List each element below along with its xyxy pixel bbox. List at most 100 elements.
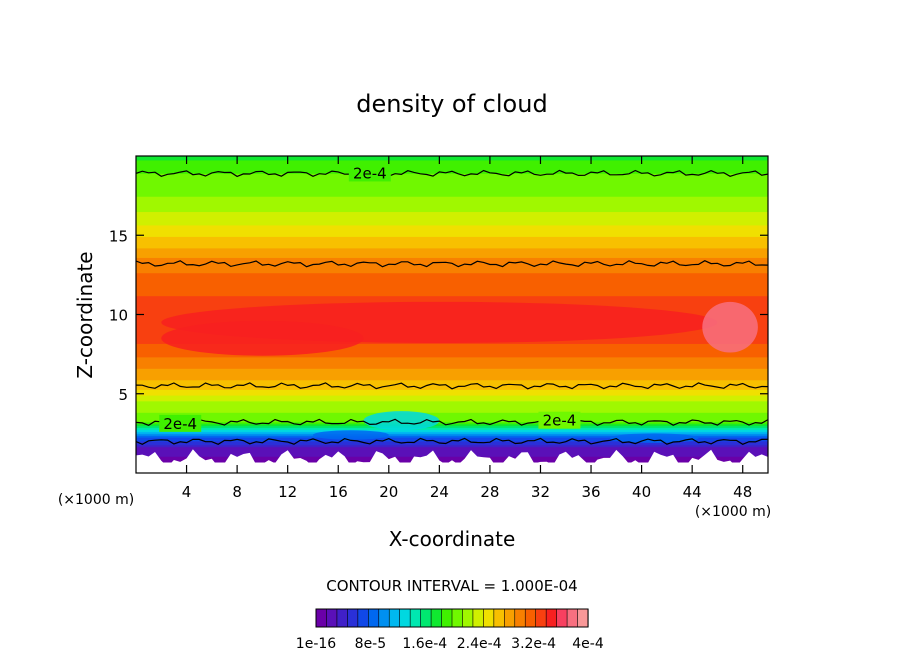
density-band — [136, 266, 768, 270]
density-band — [136, 368, 768, 371]
density-band — [136, 190, 768, 193]
density-band — [136, 194, 768, 197]
x-tick-label: 48 — [733, 483, 752, 501]
density-band — [136, 360, 768, 364]
colorbar-swatch — [545, 608, 558, 628]
density-band — [136, 406, 768, 409]
density-band — [136, 448, 768, 452]
density-band — [136, 295, 768, 299]
density-band — [136, 201, 768, 205]
colorbar-tick-label: 3.2e-4 — [511, 636, 556, 652]
density-band — [136, 253, 768, 257]
density-band — [136, 215, 768, 218]
density-band — [136, 205, 768, 209]
density-band — [136, 264, 768, 268]
density-band — [136, 377, 768, 381]
density-band — [136, 230, 768, 234]
density-band — [136, 442, 768, 446]
contour-label-bg — [538, 411, 581, 429]
density-band — [136, 157, 768, 161]
density-band — [136, 243, 768, 247]
colorbar — [315, 608, 589, 628]
density-band — [136, 287, 768, 291]
colorbar-swatch — [493, 608, 505, 628]
density-band — [136, 211, 768, 214]
x-tick-label: 44 — [683, 483, 702, 501]
density-band — [136, 180, 768, 184]
density-band — [136, 163, 768, 167]
density-band — [136, 379, 768, 383]
density-band — [136, 226, 768, 230]
density-band — [136, 249, 768, 253]
density-band — [136, 425, 768, 429]
x-tick-label: 40 — [632, 483, 651, 501]
density-band — [136, 400, 768, 404]
colorbar-swatch — [430, 608, 443, 628]
ground-gap — [136, 449, 768, 473]
density-band — [136, 159, 768, 163]
density-band — [136, 228, 768, 232]
colorbar-swatch — [472, 608, 484, 628]
density-band — [136, 203, 768, 207]
density-band — [136, 234, 768, 237]
density-band — [136, 280, 768, 283]
density-band — [136, 251, 768, 255]
contour-line — [136, 169, 768, 178]
density-band — [136, 219, 768, 222]
density-band — [136, 375, 768, 379]
density-band — [136, 282, 768, 285]
density-band — [136, 396, 768, 400]
density-blob — [610, 433, 699, 443]
colorbar-swatch — [577, 608, 589, 628]
plot-area — [136, 156, 768, 473]
colorbar-tick-label: 2.4e-4 — [457, 636, 502, 652]
density-band — [136, 259, 768, 262]
density-band — [136, 224, 768, 228]
density-band — [136, 192, 768, 195]
density-band — [136, 263, 768, 266]
density-band — [136, 284, 768, 287]
contour-label: 2e-4 — [353, 164, 387, 182]
x-tick-label: 4 — [182, 483, 192, 501]
density-band — [136, 198, 768, 201]
density-band — [136, 175, 768, 178]
density-band — [136, 156, 768, 159]
density-band — [136, 423, 768, 427]
density-band — [136, 391, 768, 394]
density-band — [136, 245, 768, 249]
density-band — [136, 272, 768, 276]
x-tick-label: 36 — [581, 483, 600, 501]
density-band — [136, 389, 768, 392]
density-band — [136, 435, 768, 438]
y-axis-label: Z-coordinate — [73, 251, 97, 378]
density-band — [136, 440, 768, 444]
colorbar-swatch — [462, 608, 474, 628]
density-band — [136, 177, 768, 180]
density-band — [136, 286, 768, 289]
colorbar-swatch — [451, 608, 464, 628]
x-tick-label: 28 — [480, 483, 499, 501]
x-axis-ticks: 4 8 12 16 20 24 28 32 36 40 44 48 — [182, 156, 752, 501]
density-band — [136, 450, 768, 453]
density-band — [136, 184, 768, 188]
density-band — [136, 270, 768, 274]
x-tick-label: 20 — [379, 483, 398, 501]
density-band — [136, 366, 768, 369]
contour-line — [136, 382, 768, 390]
density-band — [136, 385, 768, 388]
density-band — [136, 446, 768, 450]
x-tick-label: 8 — [232, 483, 242, 501]
colorbar-swatch — [357, 608, 369, 628]
density-band — [136, 291, 768, 295]
density-band — [136, 351, 768, 354]
contour-line — [136, 260, 768, 268]
x-units-label: (×1000 m) — [695, 504, 771, 520]
density-band — [136, 232, 768, 235]
colorbar-tick-label: 1.6e-4 — [402, 636, 447, 652]
density-band — [136, 408, 768, 411]
density-band — [136, 352, 768, 356]
y-tick-label: 10 — [109, 307, 128, 325]
density-band — [136, 429, 768, 432]
density-band — [136, 242, 768, 245]
density-band — [136, 383, 768, 387]
